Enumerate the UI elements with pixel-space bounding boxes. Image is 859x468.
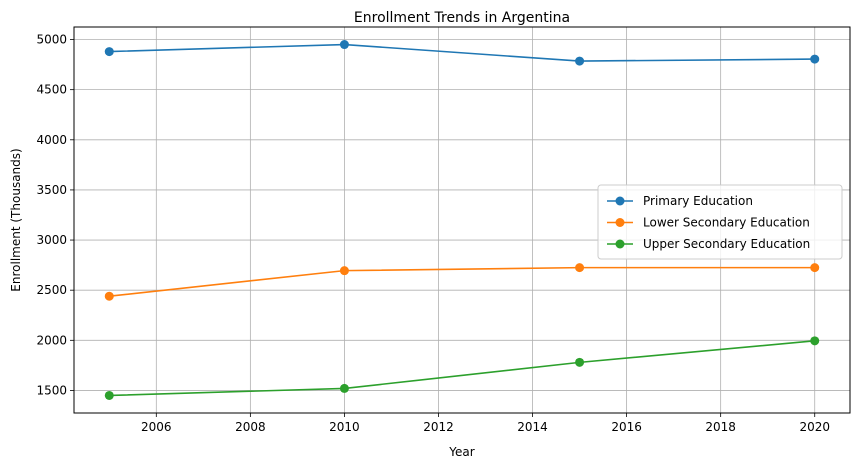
x-tick-label: 2008 [235,420,266,434]
legend-frame [597,184,843,260]
data-point [575,56,585,66]
data-point [810,54,820,64]
data-point [810,336,820,346]
y-tick-label: 2500 [36,283,67,297]
x-tick-label: 2014 [517,420,548,434]
y-tick-label: 4000 [36,133,67,147]
legend-marker [615,239,625,249]
x-tick-label: 2018 [705,420,736,434]
x-tick-label: 2010 [329,420,360,434]
plot-area-frame [73,26,851,414]
series-lines [104,40,820,400]
x-axis-title: Year [448,445,474,459]
x-tick-label: 2020 [799,420,830,434]
data-point [339,266,349,276]
y-axis-title: Enrollment (Thousands) [9,148,23,291]
data-point [575,357,585,367]
series-line-2 [109,340,815,397]
data-point [104,47,114,57]
y-tick-label: 2000 [36,333,67,347]
legend-label: Lower Secondary Education [643,216,810,230]
data-point [339,40,349,50]
legend-label: Primary Education [643,194,753,208]
y-tick-label: 5000 [36,33,67,47]
data-point [104,390,114,400]
y-tick-label: 1500 [36,383,67,397]
series-line-0 [109,43,815,62]
y-tick-label: 4500 [36,83,67,97]
x-tick-label: 2006 [141,420,172,434]
chart-title: Enrollment Trends in Argentina [354,10,570,26]
data-point [810,263,820,273]
data-point [104,291,114,301]
legend-marker [615,196,625,206]
legend-marker [615,218,625,227]
data-point [339,383,349,393]
y-tick-label: 3000 [36,233,67,247]
legend: Primary Education Lower Secondary Educati… [597,184,843,260]
data-point [575,263,585,273]
series-line-1 [109,266,815,297]
y-tick-label: 3500 [36,183,67,197]
axis-ticks: 2006 2008 2010 2012 2014 2016 2018 2020 1500 2000… [36,33,830,434]
x-tick-label: 2012 [423,420,454,434]
legend-label: Upper Secondary Education [643,237,810,251]
x-tick-label: 2016 [611,420,642,434]
